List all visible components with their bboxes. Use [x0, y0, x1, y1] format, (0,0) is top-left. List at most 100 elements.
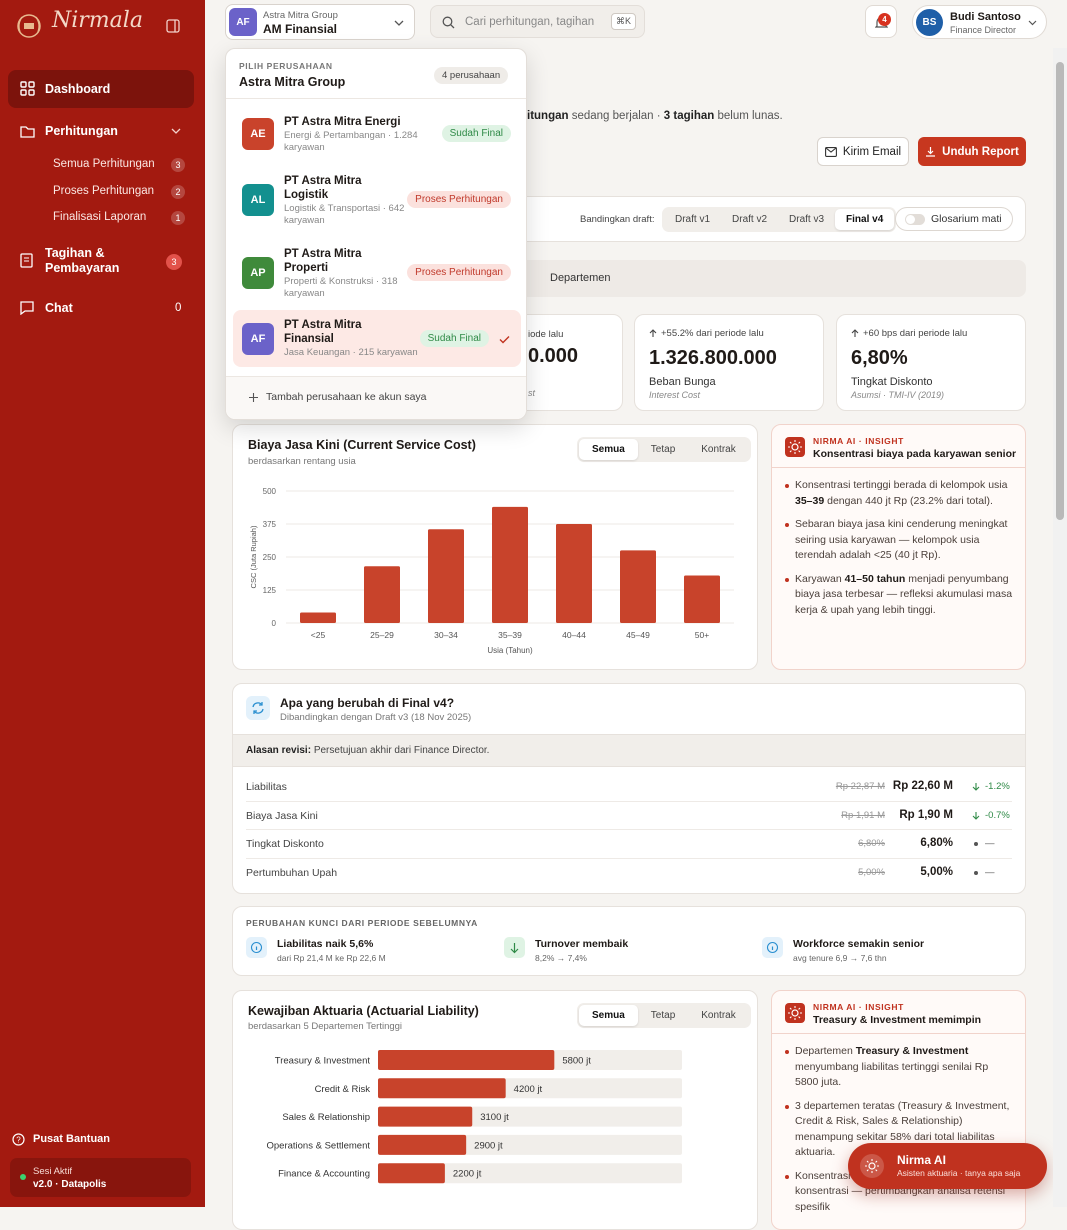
filter-option[interactable]: Kontrak: [701, 444, 736, 455]
y-tick-label: 125: [263, 586, 277, 595]
add-company[interactable]: Tambah perusahaan ke akun saya: [226, 377, 526, 419]
nav-dashboard[interactable]: Dashboard: [8, 70, 194, 108]
chart-card: Biaya Jasa Kini (Current Service Cost) b…: [232, 424, 758, 670]
nav-label[interactable]: Chat: [45, 301, 73, 315]
filter-option[interactable]: Kontrak: [701, 1010, 736, 1021]
scrollbar[interactable]: [1053, 48, 1067, 1207]
filter-option[interactable]: Tetap: [650, 444, 676, 455]
summary-strong: 3 tagihan: [663, 110, 715, 122]
changes-subtitle: Dibandingkan dengan Draft v3 (18 Nov 202…: [280, 712, 472, 723]
icon: ?: [12, 1133, 25, 1146]
bullet-text: Departemen: [795, 1045, 856, 1057]
draft-option[interactable]: Draft v3: [789, 214, 825, 225]
bullet-text: Karyawan: [795, 572, 845, 585]
collapse-button[interactable]: [166, 19, 180, 33]
icon: [20, 253, 33, 268]
key-icon: [762, 937, 783, 958]
row-previous: 6,80%: [858, 838, 885, 849]
status-dot: [20, 1174, 26, 1180]
nav-sub-label[interactable]: Semua Perhitungan: [53, 158, 155, 170]
delta-text: -1.2%: [985, 781, 1010, 792]
kpi-sub: st: [528, 388, 536, 398]
user-menu[interactable]: BS Budi Santoso Finance Director: [912, 5, 1047, 39]
sidebar: Nirmala Dashboard Perhitungan Semua Perh…: [0, 0, 205, 1207]
help-link[interactable]: Pusat Bantuan: [33, 1133, 111, 1145]
company-option[interactable]: AE PT Astra Mitra Energi Energi & Pertamba…: [233, 106, 521, 162]
sun-icon: [788, 440, 802, 454]
button-label: Unduh Report: [942, 145, 1019, 158]
key-detail: dari Rp 21,4 M ke Rp 22,6 M: [277, 953, 386, 963]
summary-text: belum lunas.: [714, 110, 783, 122]
bar: [620, 550, 656, 623]
company-option[interactable]: AF PT Astra Mitra Finansial Jasa Keuangan …: [233, 310, 521, 367]
chart: 0 125 250 375 500 <25 25–29 30–34 35–39 40–44 45–4…: [249, 487, 734, 655]
nav-label[interactable]: Tagihan & Pembayaran: [45, 246, 120, 275]
insight-bullet: Konsentrasi tertinggi berada di kelompok…: [785, 478, 1013, 509]
company-option[interactable]: AL PT Astra Mitra Logistik Logistik & Tran…: [233, 169, 521, 231]
draft-switch: Draft v1 Draft v2 Draft v3 Final v4: [662, 207, 897, 232]
row-delta: —: [972, 838, 995, 849]
company-count: 4 perusahaan: [434, 67, 509, 84]
insight-tag: NIRMA AI · INSIGHT: [813, 436, 904, 446]
key-detail: 8,2% → 7,4%: [535, 953, 587, 963]
value-label: 4200 jt: [514, 1084, 543, 1095]
y-tick-label: Treasury & Investment: [275, 1056, 371, 1067]
kpi-sub: Interest Cost: [649, 390, 701, 400]
search-box[interactable]: Cari perhitungan, tagihan ⌘K: [430, 5, 645, 38]
filter-option[interactable]: Tetap: [650, 1010, 676, 1021]
insight-bullet: Departemen Treasury & Investment menyumb…: [785, 1044, 1013, 1091]
notification-button[interactable]: 4: [865, 5, 897, 38]
kpi-delta: +55.2% dari periode lalu: [661, 328, 764, 339]
company-selector[interactable]: AF Astra Mitra Group AM Finansial: [225, 4, 415, 40]
x-tick-label: 35–39: [498, 630, 522, 640]
menu-heading: PILIH PERUSAHAAN: [239, 61, 333, 71]
down-arrow: [972, 783, 980, 791]
y-tick-label: Finance & Accounting: [278, 1169, 370, 1180]
nav-perhitungan[interactable]: Perhitungan: [8, 118, 194, 144]
key-title: Workforce semakin senior: [793, 938, 925, 950]
menu-group: Astra Mitra Group: [239, 75, 346, 89]
email-button[interactable]: Kirim Email: [817, 137, 909, 166]
x-tick-label: 40–44: [562, 630, 586, 640]
reason-label: Alasan revisi:: [246, 745, 312, 756]
scroll-thumb[interactable]: [1056, 62, 1064, 520]
company-text: PT Astra Mitra Properti Properti & Konstr…: [284, 242, 408, 304]
assistant-button[interactable]: Nirma AI Asisten aktuaria · tanya apa sa…: [848, 1143, 1047, 1189]
delta-text: —: [985, 838, 995, 849]
company-name: AM Finansial: [263, 22, 338, 36]
download-button[interactable]: Unduh Report: [918, 137, 1026, 166]
kpi-card: +55.2% dari periode lalu 1.326.800.000 B…: [634, 314, 824, 411]
key-title: Liabilitas naik 5,6%: [277, 938, 374, 950]
tab[interactable]: Departemen: [550, 272, 611, 284]
up-arrow: [649, 329, 657, 337]
filter-option[interactable]: Semua: [579, 1005, 638, 1026]
bullet-text: dengan 440 jt Rp (23.2% dari total).: [824, 494, 993, 507]
row-delta: —: [972, 867, 995, 878]
nav-sub-label[interactable]: Proses Perhitungan: [53, 185, 155, 197]
draft-option[interactable]: Draft v1: [675, 214, 711, 225]
divider: [772, 467, 1025, 468]
bar: [378, 1106, 473, 1127]
chevron: [1028, 20, 1037, 26]
row-delta: -1.2%: [972, 781, 1010, 792]
draft-option[interactable]: Final v4: [835, 209, 895, 230]
toggle-knob: [906, 215, 915, 224]
value-label: 2200 jt: [453, 1169, 482, 1180]
bar-track: [378, 1163, 682, 1184]
glossary-toggle[interactable]: Glosarium mati: [895, 207, 1013, 231]
y-tick-label: 0: [272, 619, 277, 628]
insight-card: NIRMA AI · INSIGHT Konsentrasi biaya pad…: [771, 424, 1026, 670]
row-label: Liabilitas: [246, 781, 287, 793]
shortcut-key: ⌘K: [611, 13, 637, 30]
value-label: 2900 jt: [474, 1140, 503, 1151]
filter-option[interactable]: Semua: [579, 439, 638, 460]
draft-option[interactable]: Draft v2: [732, 214, 768, 225]
row-current: Rp 22,60 M: [892, 780, 953, 792]
nav-sub-label[interactable]: Finalisasi Laporan: [53, 211, 147, 223]
icon: [20, 81, 35, 96]
company-option[interactable]: AP PT Astra Mitra Properti Properti & Kons…: [233, 242, 521, 304]
bar: [684, 575, 720, 623]
bar: [300, 612, 336, 623]
value-label: 3100 jt: [480, 1112, 509, 1123]
ring: [766, 941, 779, 954]
